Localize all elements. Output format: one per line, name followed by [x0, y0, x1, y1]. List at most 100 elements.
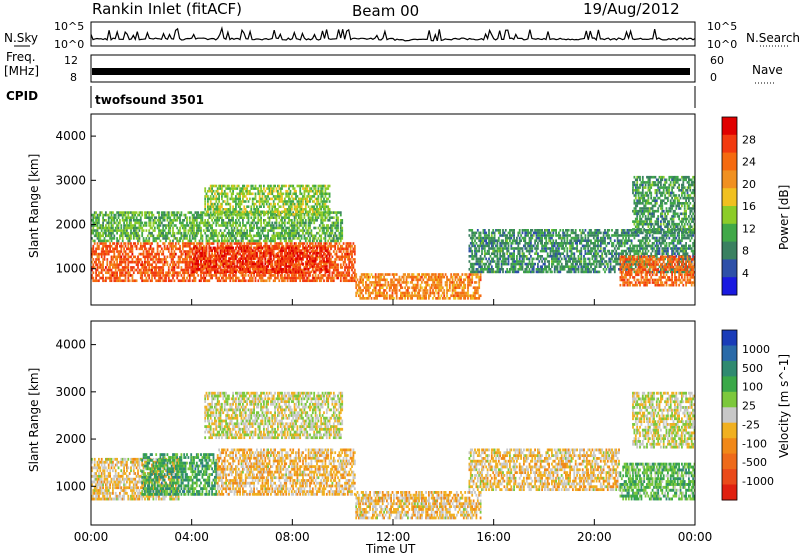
echo-cell: [318, 244, 321, 248]
echo-cell: [318, 246, 321, 250]
echo-cell: [374, 286, 377, 290]
echo-cell: [235, 221, 237, 225]
echo-cell: [228, 249, 230, 252]
echo-cell: [360, 281, 363, 284]
echo-cell: [330, 252, 332, 256]
echo-cell: [374, 273, 377, 276]
echo-cell: [180, 221, 183, 225]
echo-cell: [200, 274, 202, 277]
echo-cell: [183, 271, 186, 275]
echo-cell: [282, 205, 285, 208]
echo-cell: [130, 224, 132, 227]
echo-cell: [295, 197, 297, 201]
echo-cell: [263, 234, 265, 238]
echo-cell: [117, 226, 120, 230]
echo-cell: [297, 262, 300, 266]
echo-cell: [268, 216, 271, 219]
echo-cell: [304, 221, 307, 225]
echo-cell: [334, 247, 337, 251]
echo-cell: [278, 265, 281, 268]
echo-cell: [295, 192, 297, 196]
echo-cell: [114, 266, 117, 269]
echo-cell: [327, 208, 330, 211]
echo-cell: [260, 229, 262, 232]
echo-cell: [100, 266, 103, 269]
echo-cell: [167, 231, 170, 235]
echo-cell: [114, 244, 117, 248]
echo-cell: [324, 267, 327, 271]
echo-cell: [306, 271, 309, 275]
echo-cell: [145, 247, 148, 251]
echo-cell: [162, 279, 165, 283]
echo-cell: [328, 200, 331, 203]
echo-cell: [275, 259, 278, 263]
echo-cell: [316, 239, 318, 243]
echo-cell: [345, 279, 348, 283]
noise-sky-line: [90, 25, 696, 42]
echo-cell: [230, 265, 233, 268]
echo-cell: [285, 259, 288, 263]
echo-cell: [237, 200, 240, 203]
echo-cell: [272, 247, 275, 251]
echo-cell: [256, 271, 258, 275]
echo-cell: [128, 226, 131, 230]
echo-cell: [200, 229, 202, 232]
echo-cell: [292, 202, 295, 206]
echo-cell: [116, 239, 118, 243]
echo-cell: [278, 267, 281, 271]
echo-cell: [211, 184, 213, 188]
echo-cell: [222, 234, 225, 238]
echo-cell: [320, 205, 323, 208]
echo-cell: [314, 262, 317, 266]
echo-cell: [117, 268, 120, 272]
echo-cell: [428, 297, 430, 300]
echo-cell: [191, 267, 194, 271]
echo-cell: [244, 210, 247, 214]
echo-cell: [388, 297, 391, 300]
echo-cell: [299, 251, 302, 255]
echo-cell: [242, 231, 244, 235]
echo-cell: [186, 242, 188, 245]
echo-cell: [256, 263, 258, 267]
echo-cell: [267, 221, 269, 225]
echo-cell: [304, 260, 307, 264]
echo-cell: [246, 237, 248, 240]
echo-cell: [149, 231, 152, 235]
echo-cell: [156, 237, 159, 240]
echo-cell: [443, 275, 446, 279]
echo-cell: [193, 252, 195, 256]
echo-cell: [197, 224, 200, 227]
echo-cell: [177, 247, 180, 251]
echo-cell: [277, 274, 279, 277]
echo-cell: [163, 237, 166, 240]
echo-cell: [208, 246, 211, 250]
echo-cell: [236, 239, 239, 243]
echo-cell: [253, 274, 255, 277]
echo-cell: [102, 244, 104, 248]
echo-cell: [163, 219, 166, 222]
echo-cell: [258, 239, 261, 243]
echo-cell: [414, 275, 416, 279]
echo-cell: [263, 250, 265, 253]
echo-cell: [323, 219, 325, 222]
echo-cell: [261, 270, 264, 274]
echo-cell: [285, 200, 288, 203]
echo-cell: [296, 202, 299, 206]
echo-cell: [228, 263, 230, 267]
echo-cell: [201, 263, 204, 267]
echo-cell: [261, 226, 264, 230]
echo-cell: [304, 208, 307, 211]
echo-cell: [158, 224, 160, 227]
echo-cell: [254, 216, 257, 219]
echo-cell: [304, 252, 307, 256]
echo-cell: [278, 242, 281, 245]
echo-cell: [310, 189, 313, 193]
echo-cell: [316, 197, 318, 201]
echo-cell: [135, 244, 138, 248]
echo-cell: [190, 250, 193, 253]
echo-cell: [193, 219, 195, 222]
echo-cell: [270, 224, 272, 227]
echo-cell: [328, 254, 331, 258]
echo-cell: [138, 237, 141, 240]
echo-cell: [323, 279, 325, 283]
